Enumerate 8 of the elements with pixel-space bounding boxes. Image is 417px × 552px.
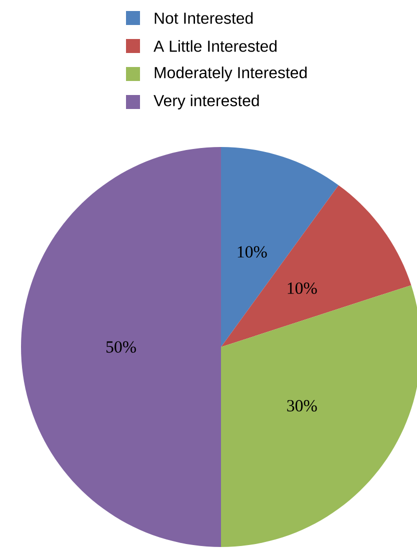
data-label: 50% <box>106 341 136 353</box>
legend-label: Not Interested <box>154 12 253 24</box>
legend-label: Very interested <box>154 94 259 110</box>
data-label: 10% <box>288 282 317 294</box>
data-label: 30% <box>287 400 317 412</box>
data-label: 10% <box>238 246 267 258</box>
legend-label: A Little Interested <box>154 40 277 52</box>
legend-label: Moderately Interested <box>154 66 307 82</box>
